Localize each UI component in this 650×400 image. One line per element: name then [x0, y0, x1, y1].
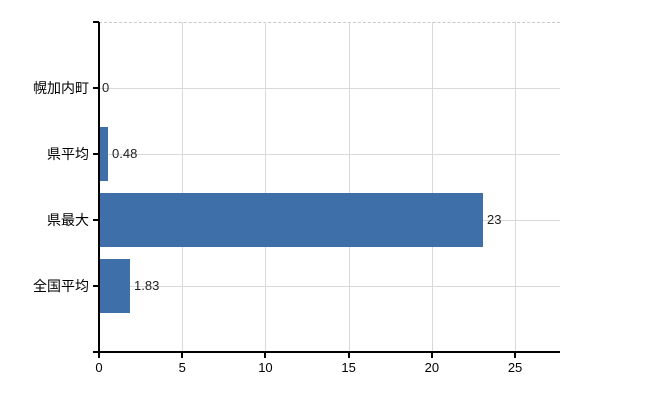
- category-label: 全国平均: [33, 278, 89, 294]
- y-axis-tick: [93, 153, 99, 155]
- bar: [100, 127, 108, 181]
- x-tick-label: 25: [507, 360, 523, 375]
- x-axis-tick: [98, 352, 100, 358]
- x-axis-tick: [430, 352, 433, 358]
- y-axis-tick: [93, 219, 99, 221]
- y-axis-top-tick: [93, 21, 99, 23]
- y-axis: [98, 22, 100, 352]
- gridline-horizontal: [99, 153, 560, 155]
- x-axis-tick: [514, 352, 517, 358]
- gridline-vertical: [182, 22, 184, 352]
- gridline-horizontal: [99, 87, 560, 89]
- gridline-vertical: [348, 22, 350, 352]
- x-tick-label: 20: [424, 360, 440, 375]
- plot-area: [99, 22, 560, 352]
- x-axis-tick: [181, 352, 184, 358]
- gridline-horizontal: [99, 285, 560, 287]
- category-label: 幌加内町: [33, 80, 89, 96]
- x-axis: [93, 351, 560, 353]
- gridline-vertical: [431, 22, 433, 352]
- bar: [100, 259, 130, 313]
- bar-value-label: 1.83: [134, 278, 160, 293]
- y-axis-tick: [93, 87, 99, 89]
- category-label: 県最大: [47, 212, 89, 228]
- gridline-vertical: [265, 22, 267, 352]
- y-axis-tick: [93, 285, 99, 287]
- x-tick-label: 0: [95, 360, 103, 375]
- bar: [100, 193, 483, 247]
- x-tick-label: 15: [341, 360, 356, 375]
- x-axis-tick: [347, 352, 350, 358]
- x-tick-label: 5: [178, 360, 186, 375]
- x-axis-tick: [264, 352, 267, 358]
- bar-value-label: 23: [487, 212, 502, 227]
- bar-value-label: 0.48: [112, 146, 138, 161]
- bar-value-label: 0: [102, 80, 110, 95]
- x-tick-label: 10: [258, 360, 273, 375]
- category-label: 県平均: [47, 146, 89, 162]
- gridline-vertical: [515, 22, 517, 352]
